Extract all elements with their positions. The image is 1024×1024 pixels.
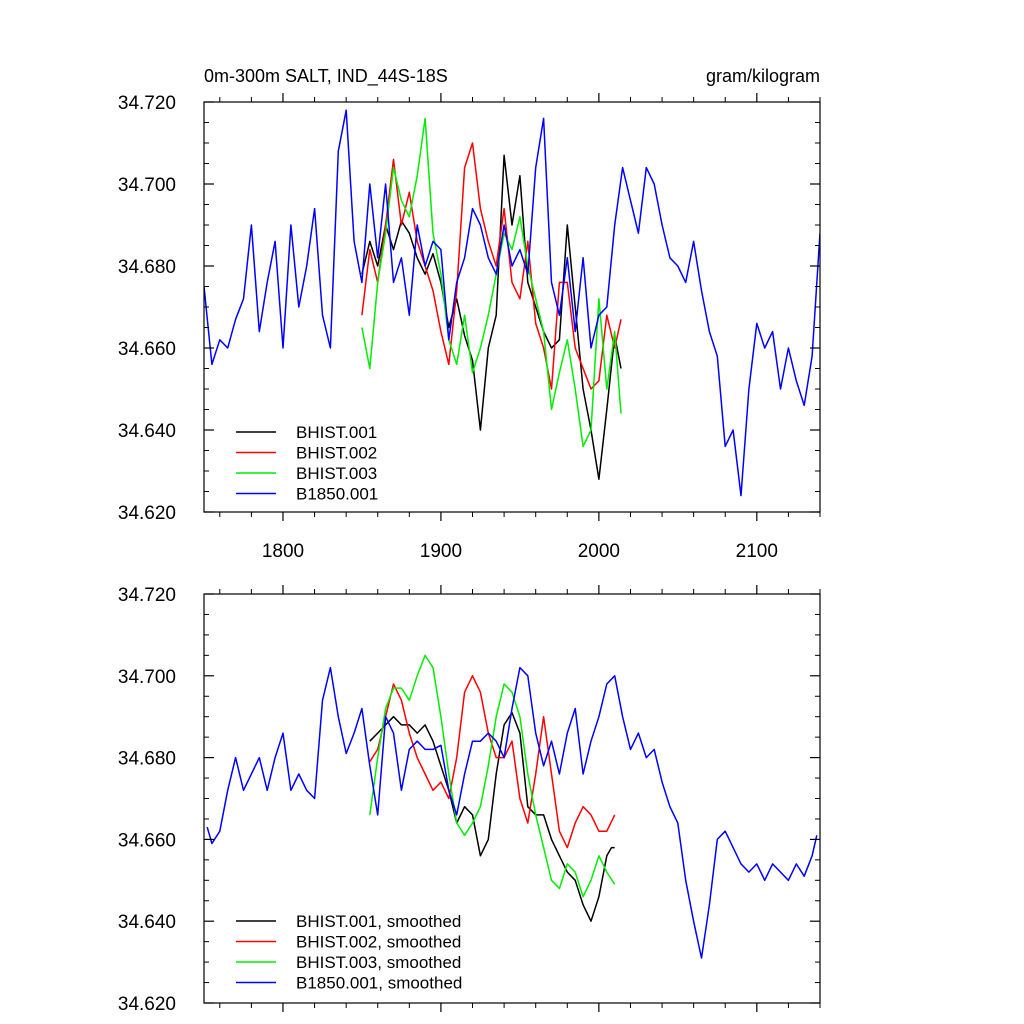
- series-line-3: [361, 117, 622, 448]
- legend: BHIST.001, smoothed BHIST.002, smoothedBH…: [236, 912, 462, 993]
- units-label: gram/kilogram: [706, 66, 820, 86]
- y-tick-label: 34.640: [118, 421, 176, 442]
- series-line-3: [369, 654, 616, 898]
- bottom-panel: 34.620 34.640 34.660 34.680 34.700 34.720 BHI…: [118, 585, 821, 1015]
- series-layer: [204, 109, 820, 497]
- series-layer: [206, 654, 818, 959]
- legend-label: B1850.001, smoothed: [296, 974, 462, 993]
- y-tick-label: 34.660: [118, 830, 176, 851]
- series-line-4: [204, 109, 820, 497]
- legend-label: B1850.001: [296, 485, 378, 504]
- chart-title: 0m-300m SALT, IND_44S-18S: [204, 66, 448, 87]
- series-line-1: [361, 154, 622, 480]
- y-tick-label: 34.720: [118, 585, 176, 606]
- legend-label: BHIST.001: [296, 423, 377, 442]
- x-tick-label: 1900: [420, 541, 462, 562]
- y-tick-label: 34.660: [118, 339, 176, 360]
- legend-label: BHIST.002: [296, 444, 377, 463]
- y-tick-label: 34.620: [118, 994, 176, 1015]
- legend-label: BHIST.003: [296, 464, 377, 483]
- y-tick-label: 34.680: [118, 257, 176, 278]
- x-tick-label: 2100: [736, 541, 778, 562]
- y-tick-label: 34.640: [118, 912, 176, 933]
- series-line-1: [369, 711, 615, 922]
- y-tick-label: 34.700: [118, 175, 176, 196]
- axes: 34.620 34.640 34.660 34.680 34.700 34.720: [118, 585, 821, 1015]
- y-tick-label: 34.680: [118, 749, 176, 770]
- legend-label: BHIST.001, smoothed: [296, 912, 461, 931]
- axes: 34.620 34.640 34.660 34.680 34.700 34.720 1800…: [118, 93, 821, 562]
- legend-label: BHIST.002, smoothed: [296, 933, 461, 952]
- x-tick-label: 1800: [262, 541, 304, 562]
- y-tick-label: 34.700: [118, 667, 176, 688]
- top-panel: 0m-300m SALT, IND_44S-18S gram/kilogram …: [118, 66, 821, 562]
- legend-label: BHIST.003, smoothed: [296, 953, 461, 972]
- y-tick-label: 34.620: [118, 503, 176, 524]
- x-tick-label: 2000: [578, 541, 620, 562]
- series-line-4: [206, 666, 818, 959]
- y-tick-label: 34.720: [118, 93, 176, 114]
